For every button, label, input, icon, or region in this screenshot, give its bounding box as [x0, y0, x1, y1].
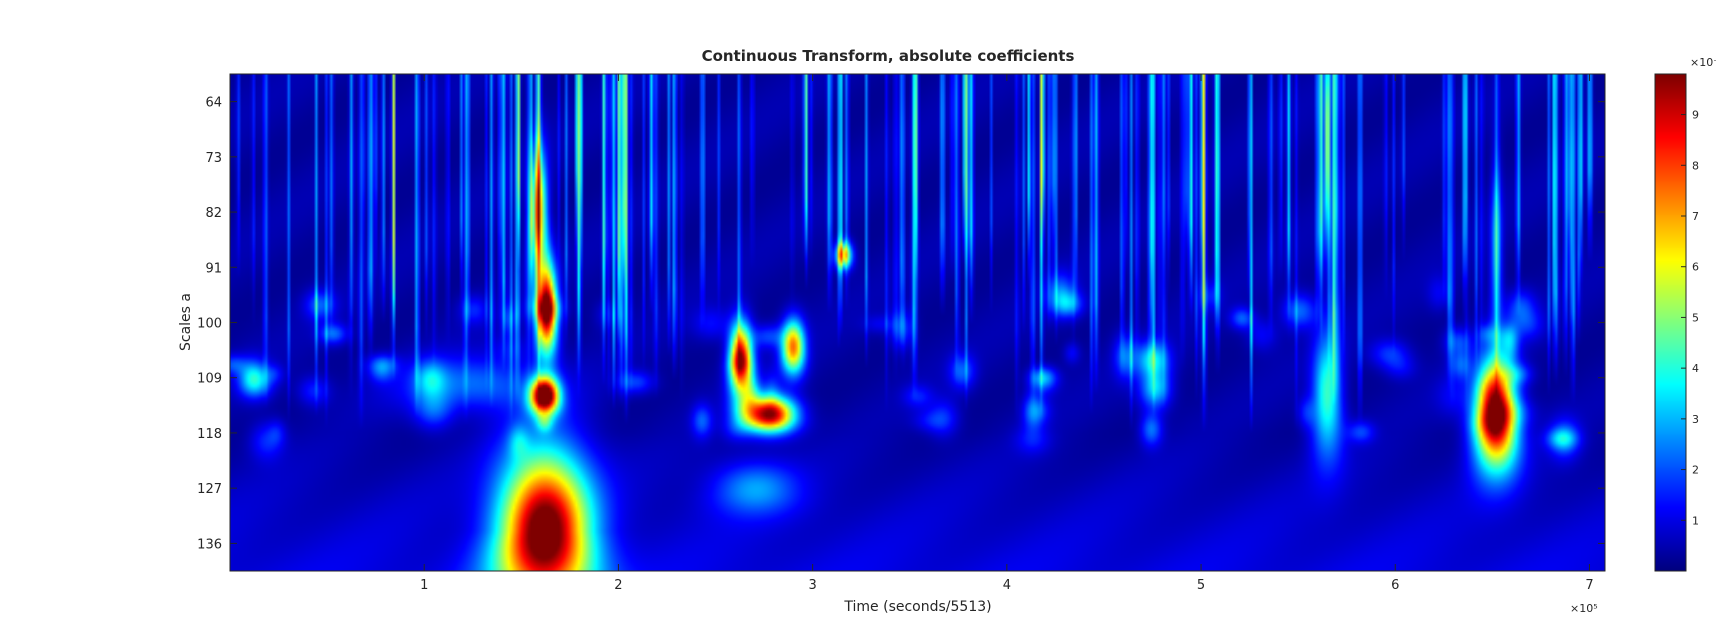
colorbar-tick-label: 4	[1692, 362, 1699, 375]
colorbar-frame	[1654, 73, 1687, 572]
colorbar-tick-label: 7	[1692, 210, 1699, 223]
plot-area	[229, 73, 1606, 572]
colorbar-exponent: ×10⁻⁶	[1690, 56, 1716, 69]
y-tick-label: 136	[197, 537, 222, 552]
colorbar-tick-label: 8	[1692, 159, 1699, 172]
heatmap-image	[230, 74, 1605, 571]
colorbar: 1 2 3 4 5 6 7 8 9 ×10⁻⁶	[1654, 56, 1716, 572]
x-tick-label: 1	[420, 578, 428, 593]
y-tick-label: 91	[205, 261, 222, 276]
colorbar-gradient	[1655, 74, 1686, 571]
y-tick-label: 73	[205, 151, 222, 166]
x-tick-label: 3	[808, 578, 816, 593]
x-axis-label: Time (seconds/5513)	[843, 599, 991, 615]
x-tick-label: 6	[1391, 578, 1399, 593]
x-axis: 1 2 3 4 5 6 7	[420, 74, 1594, 593]
colorbar-tick-label: 2	[1692, 464, 1699, 477]
x-tick-label: 7	[1585, 578, 1593, 593]
y-axis-label: Scales a	[178, 293, 194, 351]
colorbar-tick-label: 6	[1692, 261, 1699, 274]
colorbar-tick-label: 3	[1692, 413, 1699, 426]
y-tick-label: 100	[197, 317, 222, 332]
y-axis: 64 73 82 91 100 109 118 127 136	[197, 96, 1605, 552]
colorbar-tick-label: 5	[1692, 311, 1699, 324]
x-tick-label: 5	[1197, 578, 1205, 593]
y-tick-label: 127	[197, 482, 222, 497]
x-tick-label: 4	[1003, 578, 1011, 593]
y-tick-label: 82	[205, 206, 222, 221]
x-tick-label: 2	[614, 578, 622, 593]
y-tick-label: 109	[197, 372, 222, 387]
colorbar-tick-label: 9	[1692, 109, 1699, 122]
colorbar-tick-label: 1	[1692, 514, 1699, 527]
colorbar-ticks: 1 2 3 4 5 6 7 8 9	[1681, 109, 1699, 527]
x-axis-exponent: ×10⁵	[1570, 602, 1598, 615]
y-tick-label: 64	[205, 96, 222, 111]
y-tick-label: 118	[197, 427, 222, 442]
chart-title: Continuous Transform, absolute coefficie…	[702, 47, 1075, 65]
